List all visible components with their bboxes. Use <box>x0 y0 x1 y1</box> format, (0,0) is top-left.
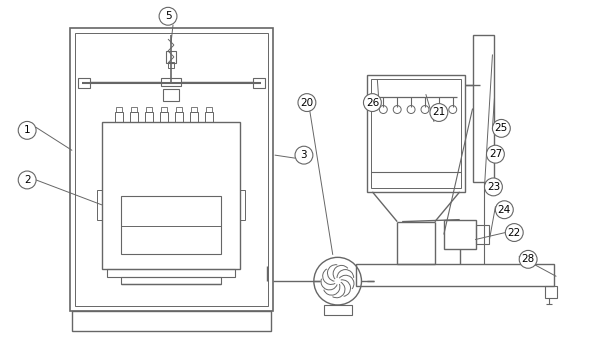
Bar <box>166 51 176 63</box>
Text: 2: 2 <box>24 175 30 185</box>
Bar <box>161 106 167 112</box>
Bar <box>175 112 183 122</box>
Bar <box>240 190 246 220</box>
Bar <box>131 106 137 112</box>
Bar <box>545 286 557 298</box>
Circle shape <box>18 121 36 139</box>
Circle shape <box>159 7 177 25</box>
Text: 25: 25 <box>495 123 508 133</box>
Bar <box>160 112 168 122</box>
Bar <box>130 112 138 122</box>
Bar <box>75 33 268 306</box>
Text: 28: 28 <box>521 254 535 264</box>
Bar <box>101 122 240 269</box>
Circle shape <box>295 146 313 164</box>
Bar <box>176 106 182 112</box>
Bar <box>205 112 213 122</box>
Bar <box>146 106 152 112</box>
Bar <box>473 35 495 182</box>
Text: 24: 24 <box>498 205 511 215</box>
Bar <box>442 250 477 264</box>
Circle shape <box>505 224 523 241</box>
Text: 22: 22 <box>508 228 521 238</box>
Bar <box>476 225 489 244</box>
Bar <box>324 305 352 315</box>
Circle shape <box>430 104 448 121</box>
Bar <box>444 220 476 250</box>
Bar <box>116 112 123 122</box>
Circle shape <box>495 201 514 219</box>
Bar <box>168 62 174 68</box>
Bar <box>78 78 90 88</box>
Bar <box>206 106 212 112</box>
Bar <box>122 277 221 284</box>
Text: 20: 20 <box>300 98 314 107</box>
Bar <box>72 311 271 331</box>
Circle shape <box>492 119 511 137</box>
Bar <box>371 79 461 188</box>
Text: 26: 26 <box>366 98 379 107</box>
Bar <box>191 106 197 112</box>
Circle shape <box>484 178 502 196</box>
Bar <box>107 269 235 277</box>
Text: 5: 5 <box>165 11 171 21</box>
Circle shape <box>18 171 36 189</box>
Bar <box>163 89 179 100</box>
Bar <box>368 75 465 192</box>
Circle shape <box>298 94 316 112</box>
Bar <box>253 78 265 88</box>
Text: 27: 27 <box>489 149 502 159</box>
Circle shape <box>364 94 381 112</box>
Bar <box>122 196 221 254</box>
Text: 1: 1 <box>24 125 30 135</box>
Text: 23: 23 <box>487 182 500 192</box>
Text: 21: 21 <box>432 107 445 118</box>
Bar <box>145 112 153 122</box>
Bar <box>70 28 273 311</box>
Circle shape <box>486 145 504 163</box>
Text: 3: 3 <box>301 150 307 160</box>
Bar <box>190 112 198 122</box>
Bar <box>97 190 101 220</box>
Circle shape <box>519 250 537 268</box>
Bar <box>161 78 181 86</box>
Bar <box>356 264 554 286</box>
Bar <box>116 106 122 112</box>
